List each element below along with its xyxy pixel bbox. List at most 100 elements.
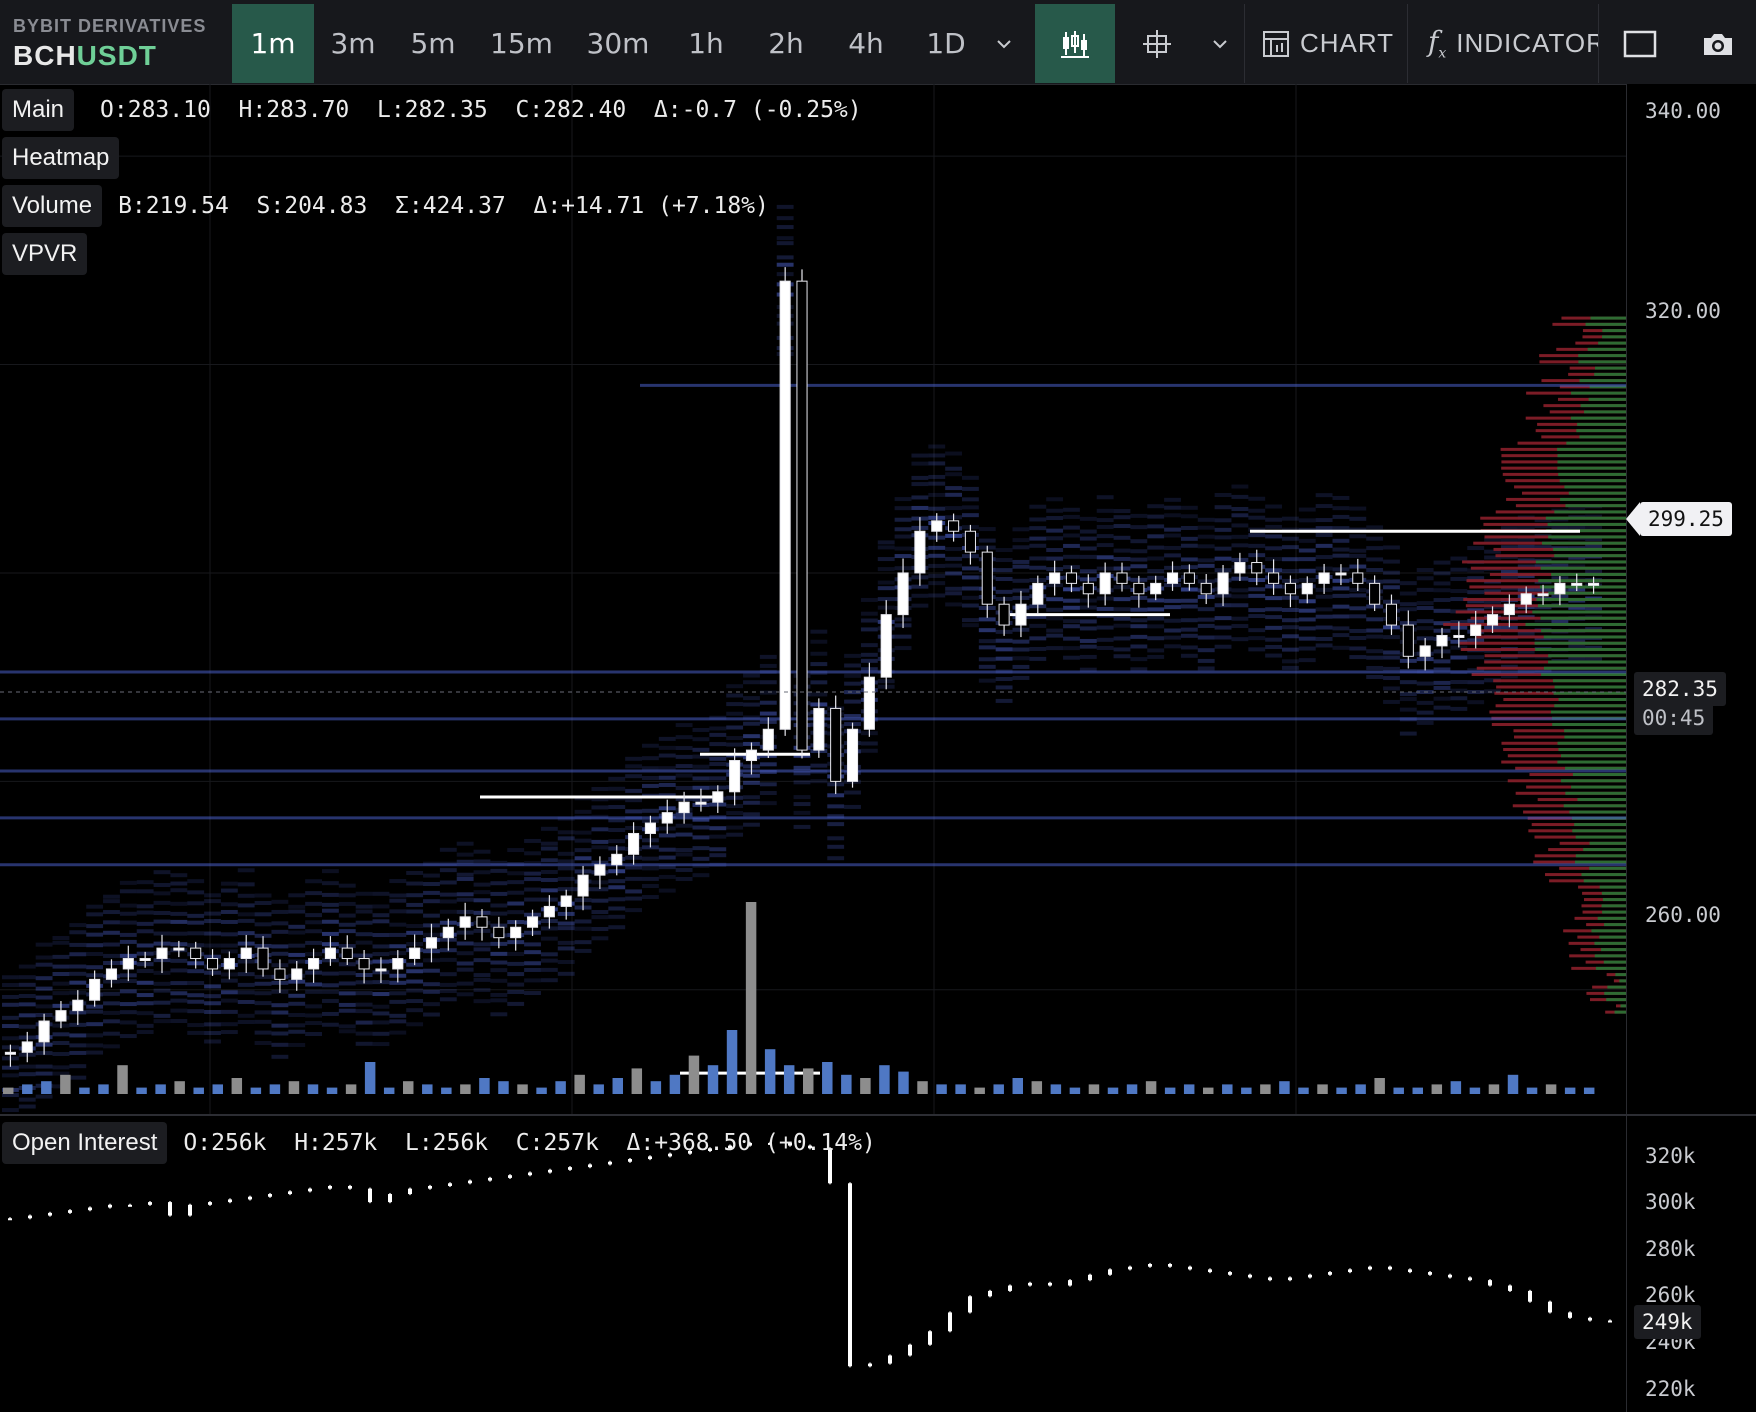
open-interest-pane[interactable] <box>0 1116 1626 1412</box>
heatmap-cell <box>288 943 306 948</box>
timeframe-4h[interactable]: 4h <box>848 27 884 60</box>
heatmap-cell <box>406 1008 424 1013</box>
heatmap-cell <box>810 639 828 644</box>
candle-body <box>1520 593 1532 605</box>
heatmap-cell <box>338 893 356 898</box>
heatmap-cell <box>1063 636 1080 641</box>
heatmap-cell <box>271 1010 289 1015</box>
heatmap-cell <box>1147 556 1165 561</box>
heatmap-cell <box>338 883 356 888</box>
heatmap-cell <box>1180 557 1198 562</box>
legend-volume-values: B:219.54 S:204.83 Σ:424.37 Δ:+14.71 (+7.… <box>118 193 769 219</box>
heatmap-cell <box>170 873 188 878</box>
legend-heatmap-label[interactable]: Heatmap <box>2 137 120 179</box>
heatmap-cell <box>962 603 979 608</box>
heatmap-cell <box>692 747 710 752</box>
heatmap-cell <box>675 867 693 872</box>
volume-bar <box>403 1081 414 1094</box>
open-interest-axis[interactable]: 320k 300k 280k 260k 240k 220k <box>1626 1116 1756 1412</box>
heatmap-cell <box>372 904 390 909</box>
heatmap-cell <box>995 558 1013 563</box>
timeframe-3m[interactable]: 3m <box>330 27 376 60</box>
heatmap-cell <box>675 746 693 751</box>
candle-body <box>1318 572 1330 584</box>
price-axis[interactable]: 340.00 320.00 260.00 <box>1626 84 1756 1114</box>
timeframe-30m[interactable]: 30m <box>586 27 650 60</box>
vpvr-buy-bar <box>1563 804 1626 808</box>
candle-body <box>846 728 859 782</box>
crosshair-button[interactable] <box>1120 4 1194 83</box>
timeframe-dropdown[interactable] <box>987 4 1021 83</box>
heatmap-cell <box>591 936 609 941</box>
heatmap-cell <box>86 965 104 970</box>
indicators-button[interactable]: fx INDICATOR <box>1414 4 1598 83</box>
heatmap-cell <box>119 989 137 994</box>
heatmap-cell <box>69 952 87 957</box>
heatmap-cell <box>524 942 541 947</box>
candlestick-button[interactable] <box>1035 4 1115 83</box>
oi-candle-body <box>1448 1274 1452 1278</box>
legend-vpvr-label[interactable]: VPVR <box>2 233 88 275</box>
heatmap-cell <box>271 909 289 914</box>
heatmap-cell <box>69 1043 87 1048</box>
timeframe-1m[interactable]: 1m <box>232 4 314 83</box>
volume-bar <box>974 1087 985 1094</box>
heatmap-cell <box>759 680 777 685</box>
heatmap-cell <box>1450 567 1468 572</box>
heatmap-cell <box>1147 524 1165 529</box>
oi-candle-body <box>1608 1320 1612 1323</box>
heatmap-cell <box>237 893 255 898</box>
heatmap-cell <box>978 617 996 622</box>
candle-body <box>1402 624 1414 657</box>
heatmap-cell <box>675 773 693 778</box>
heatmap-cell <box>153 919 171 924</box>
timeframe-5m[interactable]: 5m <box>410 27 456 60</box>
heatmap-cell <box>1349 516 1367 521</box>
heatmap-cell <box>1164 605 1181 610</box>
heatmap-cell <box>1282 516 1299 521</box>
oi-candle-body <box>788 1142 792 1146</box>
heatmap-cell <box>305 913 322 918</box>
timeframe-1d[interactable]: 1D <box>926 27 966 60</box>
heatmap-cell <box>1063 655 1080 660</box>
heatmap-cell <box>1265 517 1282 522</box>
heatmap-cell <box>1585 627 1602 632</box>
heatmap-cell <box>338 1024 356 1029</box>
legend-open-interest-label[interactable]: Open Interest <box>2 1122 168 1164</box>
oi-candle-body <box>228 1199 232 1203</box>
heatmap-cell <box>220 1009 238 1014</box>
heatmap-cell <box>423 899 440 904</box>
chart-button[interactable]: CHART <box>1250 4 1406 83</box>
legend-volume-label[interactable]: Volume <box>2 185 103 227</box>
timeframe-15m[interactable]: 15m <box>490 27 553 60</box>
heatmap-cell <box>119 880 137 885</box>
heatmap-cell <box>507 989 525 994</box>
fullscreen-button[interactable] <box>1600 4 1680 83</box>
heatmap-cell <box>709 834 727 839</box>
timeframe-2h[interactable]: 2h <box>768 27 804 60</box>
symbol-header[interactable]: BYBIT DERIVATIVES BCHUSDT <box>0 0 232 84</box>
legend-main-label[interactable]: Main <box>2 89 75 131</box>
heatmap-cell <box>1046 616 1064 621</box>
heatmap-cell <box>928 593 946 598</box>
candle-body <box>1032 582 1044 605</box>
pane-divider[interactable] <box>0 1114 1756 1116</box>
timeframe-1h[interactable]: 1h <box>688 27 724 60</box>
candle-body <box>1470 624 1482 636</box>
crosshair-dropdown[interactable] <box>1200 4 1240 83</box>
heatmap-cell <box>423 1012 440 1017</box>
volume-bar <box>1488 1084 1500 1094</box>
volume-bar <box>650 1081 662 1094</box>
heatmap-cell <box>1383 676 1400 681</box>
heatmap-cell <box>187 913 205 918</box>
heatmap-cell <box>170 901 188 906</box>
heatmap-cell <box>658 888 676 893</box>
vpvr-buy-bar <box>1594 954 1626 958</box>
heatmap-cell <box>860 611 878 616</box>
main-chart-pane[interactable] <box>0 84 1626 1114</box>
screenshot-button[interactable] <box>1680 4 1756 83</box>
heatmap-cell <box>119 920 137 925</box>
heatmap-cell <box>1399 692 1417 697</box>
heatmap-cell <box>406 893 424 898</box>
heatmap-cell <box>1332 538 1350 543</box>
